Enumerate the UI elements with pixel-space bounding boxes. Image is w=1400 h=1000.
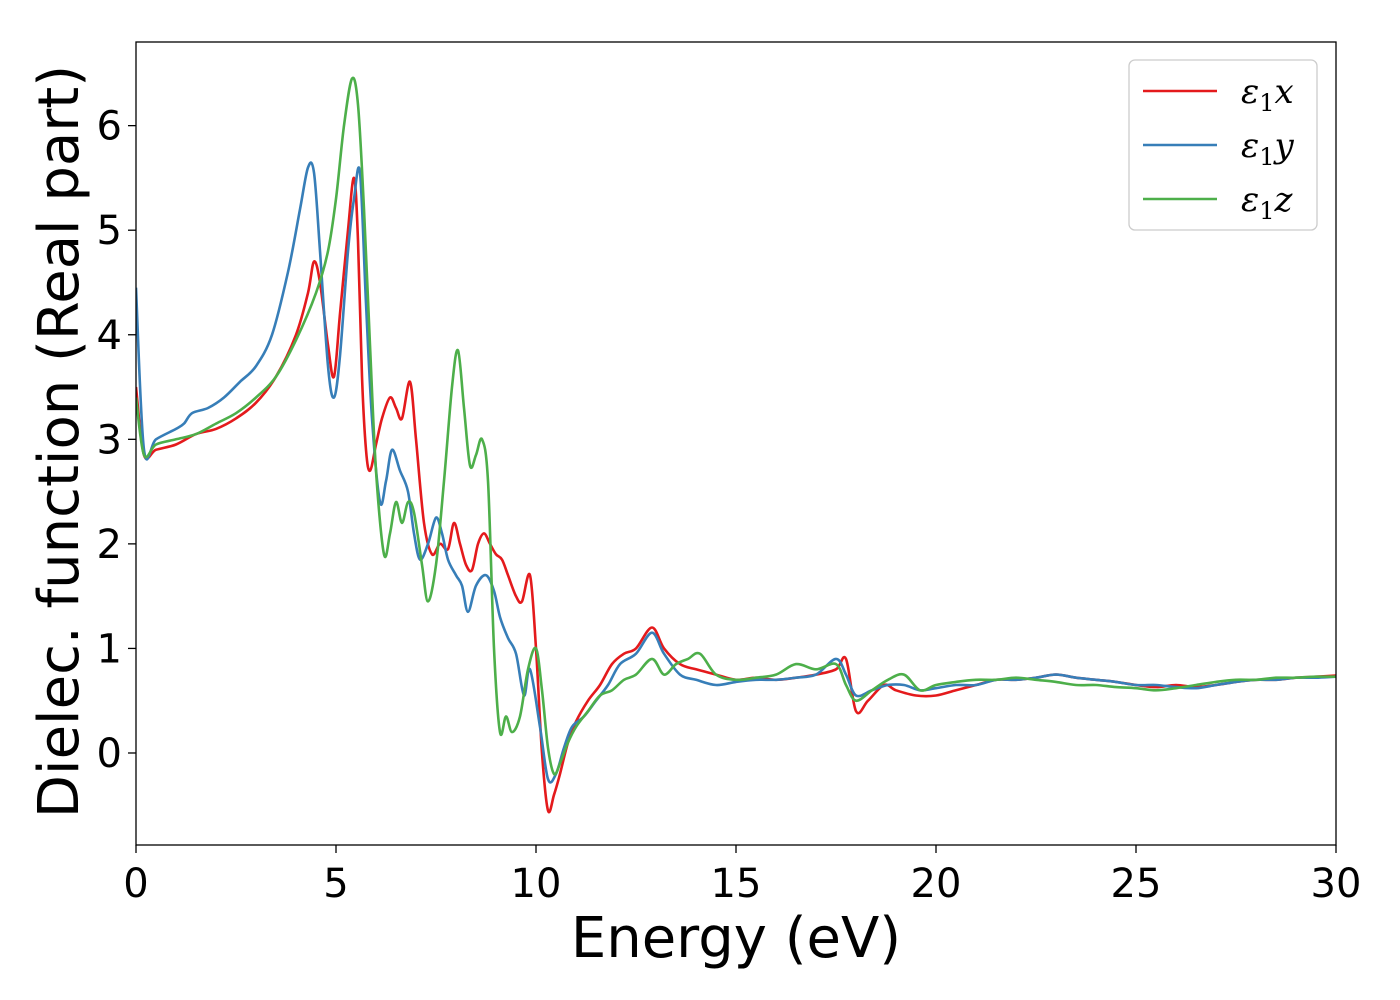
x-tick-label: 0 <box>123 861 148 907</box>
y-axis-title: Dielec. function (Real part) <box>27 65 92 818</box>
legend: ε1x ε1y ε1z <box>1128 59 1318 231</box>
x-tick-label: 10 <box>511 861 562 907</box>
y-tick-label: 2 <box>97 522 122 568</box>
y-tick-label: 3 <box>97 417 122 463</box>
x-tick-label: 5 <box>323 861 348 907</box>
x-tick-label: 25 <box>1111 861 1162 907</box>
series-line-x <box>136 176 1336 814</box>
x-tick-label: 20 <box>911 861 962 907</box>
series-line-y <box>136 161 1336 784</box>
series-line-z <box>136 76 1336 776</box>
legend-label-z: ε1z <box>1241 180 1294 225</box>
x-axis: 0 5 10 15 20 25 30 <box>123 845 1361 907</box>
series-layer <box>136 76 1336 814</box>
y-tick-label: 4 <box>97 313 122 359</box>
x-axis-title: Energy (eV) <box>571 906 901 971</box>
y-tick-label: 6 <box>97 104 122 150</box>
y-tick-label: 1 <box>97 626 122 672</box>
y-axis: 0 1 2 3 4 5 6 <box>97 104 136 777</box>
y-tick-label: 5 <box>97 208 122 254</box>
x-tick-label: 30 <box>1311 861 1362 907</box>
legend-label-y: ε1y <box>1241 126 1295 171</box>
y-tick-label: 0 <box>97 731 122 777</box>
legend-box <box>1128 59 1318 231</box>
legend-label-x: ε1x <box>1241 72 1294 117</box>
x-tick-label: 15 <box>711 861 762 907</box>
